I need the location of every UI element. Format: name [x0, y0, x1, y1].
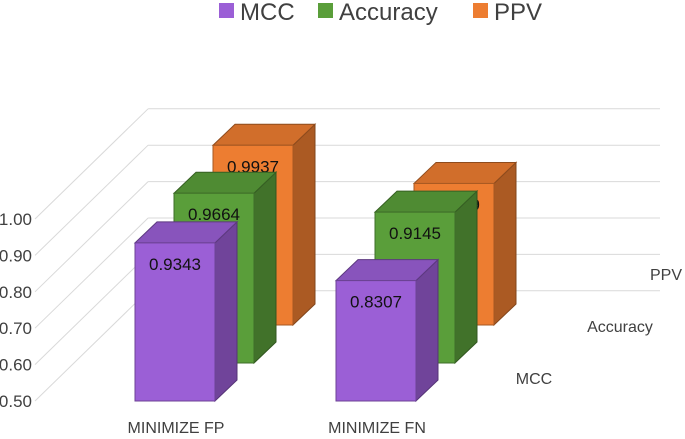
series-axis: MCC Accuracy PPV [516, 267, 683, 388]
category-label: MINIMIZE FN [328, 420, 426, 437]
y-tick-label: 0.80 [0, 283, 32, 302]
y-tick-label: 0.70 [0, 319, 32, 338]
series-axis-label: PPV [650, 267, 682, 284]
legend-swatch [473, 3, 488, 18]
series-axis-label: MCC [516, 371, 552, 388]
bar-mcc-1: 0.9343 [133, 220, 239, 403]
y-tick-label: 0.50 [0, 392, 32, 411]
data-label: 0.9937 [227, 157, 279, 176]
legend-item-mcc: MCC [219, 0, 295, 26]
legend-swatch [318, 3, 333, 18]
legend-item-accuracy: Accuracy [318, 0, 438, 26]
data-label: 0.9664 [188, 205, 240, 224]
gridline-wall [34, 144, 149, 256]
bar-side [292, 123, 316, 327]
bar-front [335, 280, 417, 402]
bar-side [415, 258, 439, 403]
bar-side [253, 171, 277, 365]
category-axis: MINIMIZE FP MINIMIZE FN [128, 420, 426, 437]
legend-label: MCC [240, 0, 295, 26]
y-tick-label: 1.00 [0, 210, 32, 229]
data-label: 0.8307 [350, 293, 402, 312]
gridline-wall [34, 254, 149, 365]
y-tick-label: 0.60 [0, 356, 32, 375]
legend-label: PPV [494, 0, 542, 26]
legend-item-ppv: PPV [473, 0, 542, 26]
gridline-wall [34, 181, 149, 293]
series-axis-label: Accuracy [587, 319, 653, 336]
gridline-wall [34, 290, 149, 402]
data-label: 0.9145 [389, 224, 441, 243]
legend-label: Accuracy [339, 0, 438, 26]
bar-front [134, 242, 216, 402]
gridline-wall [34, 108, 149, 220]
y-axis-ticks: 0.50 0.60 0.70 0.80 0.90 1.00 [0, 210, 32, 411]
bar-mcc-2: 0.8307 [334, 258, 440, 403]
legend: MCC Accuracy PPV [219, 0, 542, 26]
bar-side [214, 220, 238, 403]
data-label: 0.9343 [149, 255, 201, 274]
bar-side [493, 161, 517, 327]
gridline-wall [34, 217, 149, 329]
category-label: MINIMIZE FP [128, 420, 225, 437]
bar-side [454, 189, 478, 365]
legend-swatch [219, 3, 234, 18]
y-tick-label: 0.90 [0, 246, 32, 265]
